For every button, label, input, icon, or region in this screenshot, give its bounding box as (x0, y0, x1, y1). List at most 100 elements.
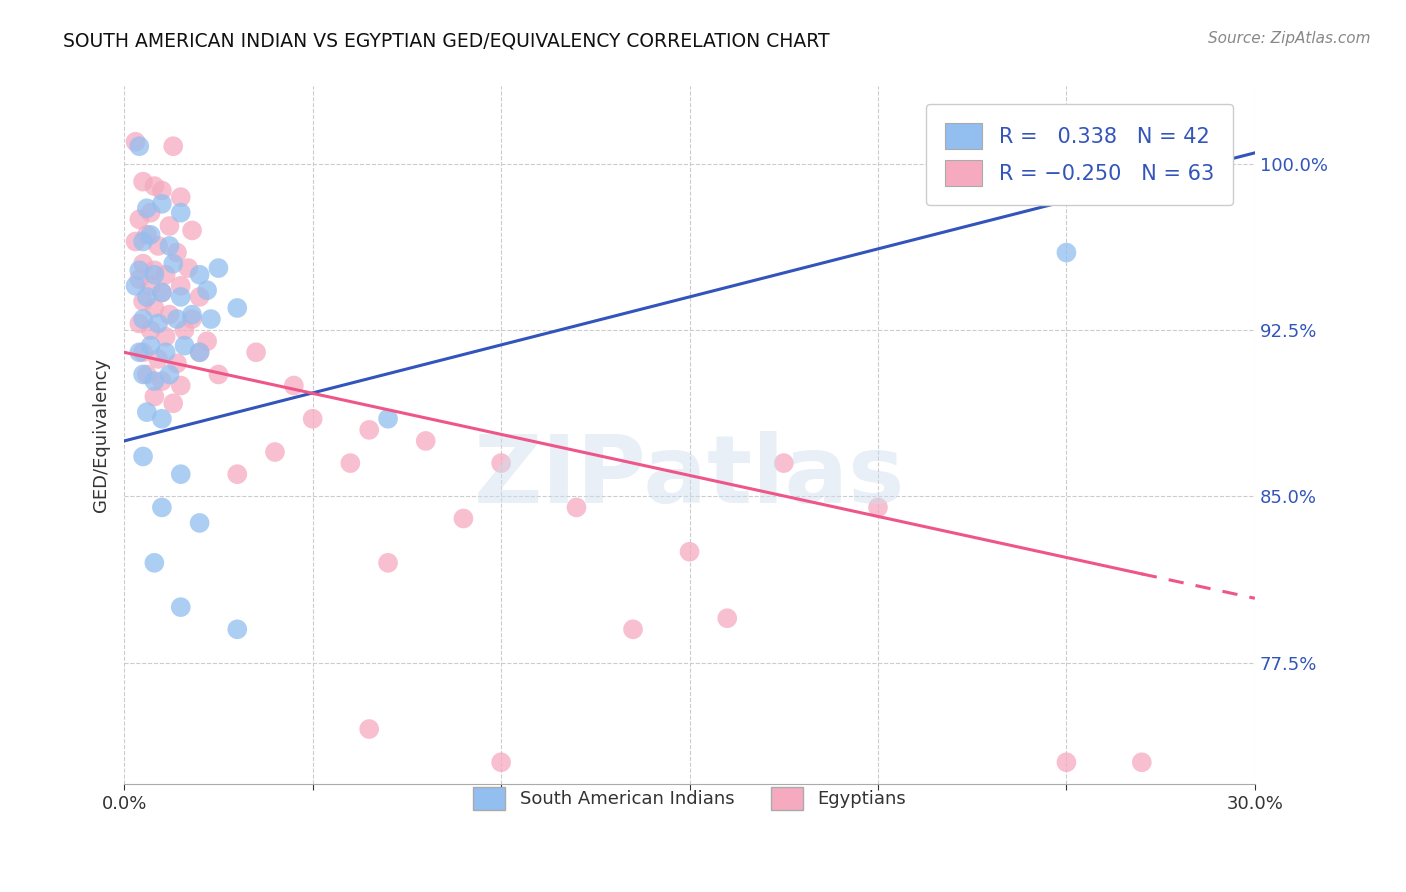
Point (415, 434, 437, 448)
Point (159, 368, 181, 382)
Point (226, 467, 249, 482)
Point (159, 219, 181, 233)
Point (128, 272, 150, 286)
Point (132, 175, 155, 189)
Point (166, 245, 188, 260)
Point (124, 235, 146, 249)
Point (150, 285, 173, 300)
Point (143, 179, 166, 194)
Point (132, 257, 155, 271)
Point (173, 323, 195, 337)
Point (139, 338, 162, 352)
Point (132, 235, 155, 249)
Point (143, 390, 166, 404)
Point (565, 500, 588, 515)
Point (128, 345, 150, 359)
Point (195, 334, 218, 349)
Point (866, 500, 889, 515)
Point (170, 278, 193, 293)
Point (162, 139, 184, 153)
Point (146, 351, 169, 366)
Text: SOUTH AMERICAN INDIAN VS EGYPTIAN GED/EQUIVALENCY CORRELATION CHART: SOUTH AMERICAN INDIAN VS EGYPTIAN GED/EQ… (63, 31, 830, 50)
Point (177, 261, 200, 276)
Point (226, 301, 249, 315)
Point (150, 196, 173, 211)
Point (359, 722, 381, 736)
Point (283, 378, 305, 392)
Point (716, 611, 738, 625)
Point (181, 223, 204, 237)
Point (377, 556, 399, 570)
Point (188, 345, 211, 359)
Point (128, 212, 150, 227)
Point (339, 456, 361, 470)
Point (150, 285, 173, 300)
Point (489, 756, 512, 770)
Point (132, 294, 155, 309)
Point (188, 345, 211, 359)
Point (143, 556, 166, 570)
Point (139, 205, 162, 219)
Y-axis label: GED/Equivalency: GED/Equivalency (93, 359, 110, 513)
Point (128, 139, 150, 153)
Point (132, 312, 155, 326)
Point (124, 135, 146, 149)
Point (143, 268, 166, 282)
Point (159, 239, 181, 253)
Point (143, 374, 166, 388)
Point (132, 450, 155, 464)
Point (162, 257, 184, 271)
Point (146, 317, 169, 331)
Point (264, 445, 287, 459)
Point (166, 356, 188, 370)
Point (181, 308, 204, 322)
Point (453, 511, 475, 525)
Point (132, 368, 155, 382)
Point (207, 261, 229, 276)
Point (621, 622, 644, 636)
Text: Source: ZipAtlas.com: Source: ZipAtlas.com (1208, 31, 1371, 46)
Point (143, 301, 166, 315)
Point (139, 278, 162, 293)
Point (150, 184, 173, 198)
Point (150, 500, 173, 515)
Point (678, 545, 700, 559)
Legend: South American Indians, Egyptians: South American Indians, Egyptians (458, 772, 921, 824)
Point (135, 201, 157, 215)
Point (170, 290, 193, 304)
Point (181, 312, 204, 326)
Point (135, 405, 157, 419)
Point (135, 368, 157, 382)
Point (200, 312, 222, 326)
Point (1054, 245, 1077, 260)
Point (128, 317, 150, 331)
Point (166, 312, 188, 326)
Point (139, 227, 162, 242)
Point (226, 622, 249, 636)
Point (135, 290, 157, 304)
Point (155, 330, 177, 344)
Point (170, 378, 193, 392)
Point (143, 263, 166, 277)
Point (132, 345, 155, 359)
Point (1130, 756, 1153, 770)
Point (128, 263, 150, 277)
Point (170, 600, 193, 615)
Point (173, 338, 195, 352)
Point (159, 308, 181, 322)
Point (170, 205, 193, 219)
Point (124, 278, 146, 293)
Point (170, 467, 193, 482)
Point (301, 411, 323, 425)
Point (359, 423, 381, 437)
Point (150, 374, 173, 388)
Point (155, 268, 177, 282)
Point (188, 290, 211, 304)
Point (489, 456, 512, 470)
Point (245, 345, 267, 359)
Point (139, 323, 162, 337)
Point (170, 190, 193, 204)
Point (377, 411, 399, 425)
Point (1054, 756, 1077, 770)
Point (207, 368, 229, 382)
